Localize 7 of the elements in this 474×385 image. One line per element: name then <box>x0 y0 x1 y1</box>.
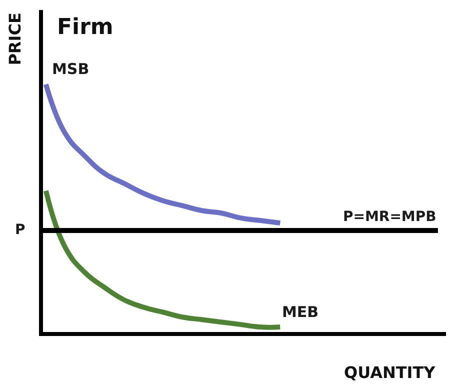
text: P <box>15 222 26 238</box>
x-axis-title: QUANTITY <box>344 363 436 382</box>
series-label: MEB <box>282 303 319 321</box>
ref-line-label: P=MR=MPB <box>343 209 436 225</box>
y-axis-title: PRICE <box>5 12 24 66</box>
chart-title: Firm <box>57 15 114 40</box>
series-label: MSB <box>52 60 90 78</box>
